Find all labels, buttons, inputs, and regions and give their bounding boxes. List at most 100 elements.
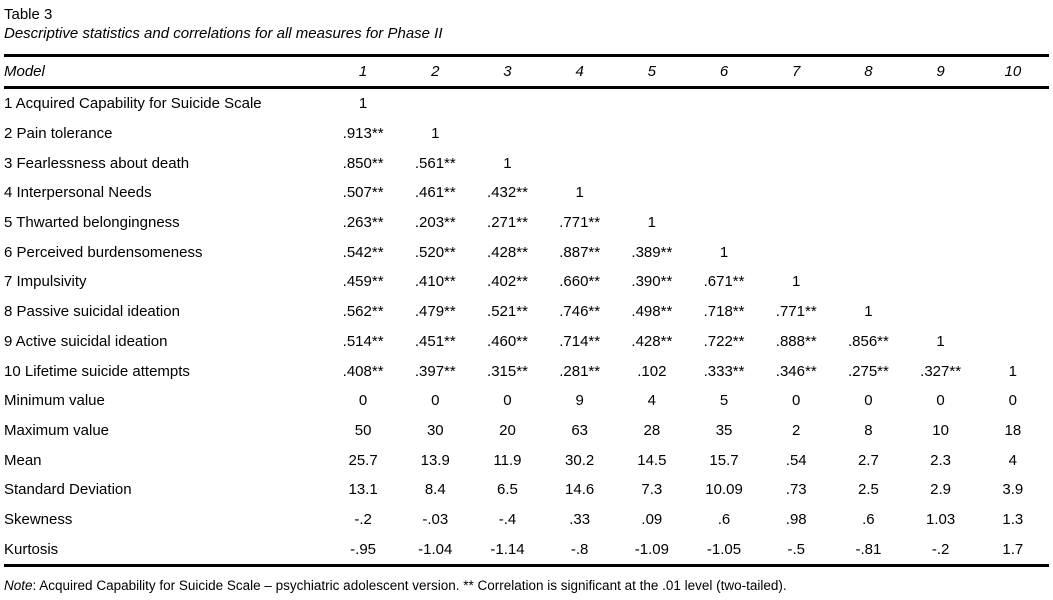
cell-value: 3.9: [1002, 481, 1024, 499]
cell-value: [616, 88, 688, 119]
cell-value: 2: [792, 421, 801, 439]
cell-value: 14.5: [637, 451, 667, 469]
cell-value: [688, 119, 760, 149]
cell-value: .888**: [775, 332, 817, 350]
cell-value: .451**: [414, 332, 456, 350]
cell-value: 1: [503, 154, 512, 172]
cell-value: 28: [643, 421, 661, 439]
cell-value: 0: [1008, 392, 1018, 410]
row-label: 3 Fearlessness about death: [4, 154, 190, 172]
row-label: 8 Passive suicidal ideation: [4, 303, 180, 321]
cell-value: .428**: [487, 243, 528, 261]
cell-value: .714**: [559, 332, 601, 350]
cell-value: .98: [785, 510, 807, 528]
cell-value: [544, 88, 616, 119]
cell-value: 0: [431, 392, 440, 410]
cell-value: [760, 178, 832, 208]
table-note: Note: Acquired Capability for Suicide Sc…: [4, 577, 1049, 594]
cell-value: 1: [647, 214, 657, 232]
cell-value: .521**: [487, 303, 528, 321]
column-header-5: 5: [647, 63, 657, 80]
cell-value: 8.4: [424, 481, 446, 499]
table-row: Kurtosis -.95 -1.04 -1.14 -.8 -1.09 -1.05 -.5 -.…: [4, 534, 1049, 565]
cell-value: 4: [1008, 451, 1018, 469]
cell-value: [832, 267, 904, 297]
table-header: Model 1 2 3 4 5 6 7 8 9 10: [4, 55, 1049, 88]
cell-value: 1.03: [925, 510, 956, 528]
cell-value: -.4: [498, 510, 517, 528]
table-body: 1 Acquired Capability for Suicide Scale 1…: [4, 88, 1049, 566]
cell-value: .771**: [559, 214, 601, 232]
cell-value: 6.5: [497, 481, 518, 499]
table-row: 7 Impulsivity .459** .410** .402** .660** .39…: [4, 267, 1049, 297]
correlation-table: Model 1 2 3 4 5 6 7 8 9 10 1 Acquired Capability …: [4, 54, 1049, 567]
cell-value: [832, 88, 904, 119]
cell-value: 1.3: [1002, 510, 1024, 528]
column-header-4: 4: [575, 63, 584, 80]
cell-value: 10.09: [705, 481, 743, 499]
cell-value: 4: [647, 392, 657, 410]
cell-value: [977, 327, 1049, 357]
cell-value: 14.6: [565, 481, 595, 499]
column-header-7: 7: [792, 63, 801, 80]
cell-value: 1: [719, 243, 729, 261]
cell-value: .6: [862, 510, 875, 528]
cell-value: .275**: [847, 362, 889, 380]
cell-value: .389**: [631, 243, 673, 261]
column-header-6: 6: [719, 63, 729, 80]
cell-value: .718**: [703, 303, 745, 321]
cell-value: [977, 237, 1049, 267]
row-label: 1 Acquired Capability for Suicide Scale: [4, 95, 262, 113]
cell-value: 20: [499, 421, 516, 439]
row-label: 4 Interpersonal Needs: [4, 184, 152, 202]
cell-value: [544, 119, 616, 149]
cell-value: .520**: [414, 243, 456, 261]
cell-value: .333**: [703, 362, 745, 380]
table-row: Maximum value 50 30 20 63 28 35 2 8 10 18: [4, 416, 1049, 446]
row-label: 6 Perceived burdensomeness: [4, 243, 203, 261]
cell-value: .561**: [414, 154, 456, 172]
cell-value: .856**: [847, 332, 889, 350]
cell-value: .671**: [703, 273, 745, 291]
table-row: 3 Fearlessness about death .850** .561** 1: [4, 148, 1049, 178]
cell-value: [832, 119, 904, 149]
cell-value: 0: [936, 392, 945, 410]
cell-value: 1: [864, 303, 873, 321]
column-header-9: 9: [936, 63, 945, 80]
cell-value: [977, 119, 1049, 149]
cell-value: 2.7: [857, 451, 879, 469]
table-row: 1 Acquired Capability for Suicide Scale 1: [4, 88, 1049, 119]
cell-value: [760, 88, 832, 119]
row-label: 7 Impulsivity: [4, 273, 87, 291]
table-row: 2 Pain tolerance .913** 1: [4, 119, 1049, 149]
cell-value: -.5: [787, 540, 805, 558]
cell-value: [832, 237, 904, 267]
cell-value: .315**: [487, 362, 528, 380]
note-label: Note: [4, 578, 33, 593]
cell-value: .722**: [703, 332, 745, 350]
cell-value: .390**: [631, 273, 673, 291]
column-header-1: 1: [358, 63, 368, 80]
table-row: 4 Interpersonal Needs .507** .461** .432** 1: [4, 178, 1049, 208]
cell-value: .507**: [342, 184, 384, 202]
cell-value: .203**: [414, 214, 456, 232]
cell-value: .54: [785, 451, 807, 469]
cell-value: .850**: [342, 154, 384, 172]
cell-value: .542**: [342, 243, 384, 261]
cell-value: 13.9: [420, 451, 450, 469]
cell-value: [544, 148, 616, 178]
cell-value: .271**: [487, 214, 528, 232]
row-label: Minimum value: [4, 392, 105, 410]
cell-value: [616, 119, 688, 149]
cell-value: .432**: [487, 184, 528, 202]
cell-value: [977, 178, 1049, 208]
cell-value: [688, 208, 760, 238]
cell-value: .660**: [559, 273, 601, 291]
cell-value: -1.09: [634, 540, 669, 558]
row-label: 2 Pain tolerance: [4, 125, 113, 143]
cell-value: .402**: [487, 273, 528, 291]
cell-value: [832, 148, 904, 178]
cell-value: 2.3: [930, 451, 952, 469]
cell-value: 0: [503, 392, 512, 410]
cell-value: 30.2: [565, 451, 595, 469]
